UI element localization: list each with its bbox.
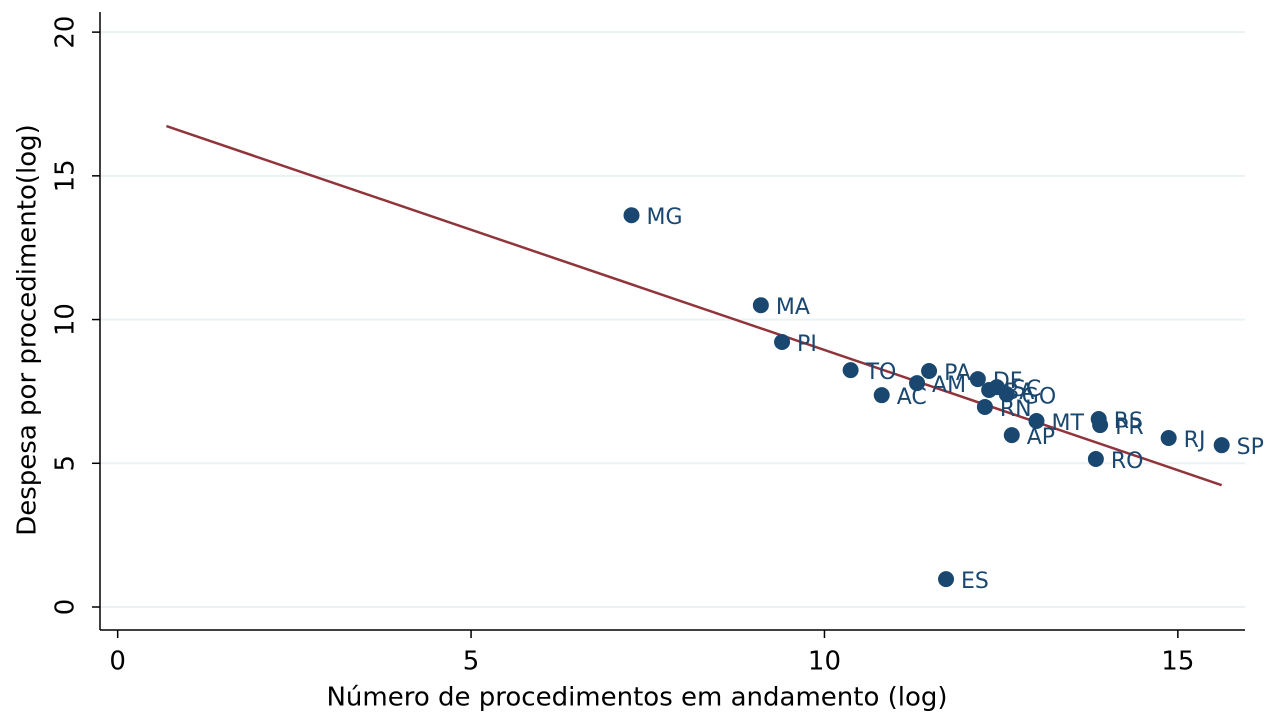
x-axis-label: Número de procedimentos em andamento (lo… [326, 683, 947, 713]
point-label: SC [1012, 377, 1041, 402]
point [998, 386, 1015, 403]
point-label: MA [776, 295, 810, 320]
y-tick-label: 10 [51, 303, 81, 336]
fit-line [166, 124, 1223, 487]
point [1092, 417, 1109, 434]
y-tick-label: 20 [51, 16, 81, 49]
y-axis-label: Despesa por procedimento(log) [13, 124, 43, 536]
x-tick-label: 15 [1161, 647, 1194, 677]
point [774, 333, 791, 350]
point-label: AM [932, 373, 966, 398]
point [938, 571, 955, 588]
point-label: RS [1114, 409, 1143, 434]
point [1028, 413, 1045, 430]
point [1213, 437, 1230, 454]
point-label: GO [1022, 384, 1056, 409]
point [752, 297, 769, 314]
x-tick-label: 0 [109, 647, 126, 677]
point [623, 207, 640, 224]
point [969, 371, 986, 388]
point [1087, 450, 1104, 467]
point-label: PI [797, 332, 817, 357]
point-label: MG [647, 205, 683, 230]
point [921, 363, 938, 380]
point-label: ES [961, 569, 989, 594]
point-label: PA [944, 361, 971, 386]
point-label: SP [1237, 435, 1264, 460]
y-tick-label: 5 [51, 455, 81, 472]
point-label: TO [865, 360, 897, 385]
point [873, 387, 890, 404]
y-tick-label: 15 [51, 159, 81, 192]
point [909, 375, 926, 392]
point [976, 398, 993, 415]
point-label: RN [1000, 397, 1032, 422]
point-label: AP [1027, 425, 1055, 450]
x-tick-label: 5 [463, 647, 480, 677]
point-label: PR [1115, 415, 1144, 440]
point-label: RJ [1184, 428, 1206, 453]
point-label: RO [1111, 449, 1144, 474]
point [842, 362, 859, 379]
point [1160, 429, 1177, 446]
point-label: MT [1051, 411, 1084, 436]
y-tick-label: 0 [51, 599, 81, 616]
x-tick-label: 10 [808, 647, 841, 677]
point [1003, 427, 1020, 444]
